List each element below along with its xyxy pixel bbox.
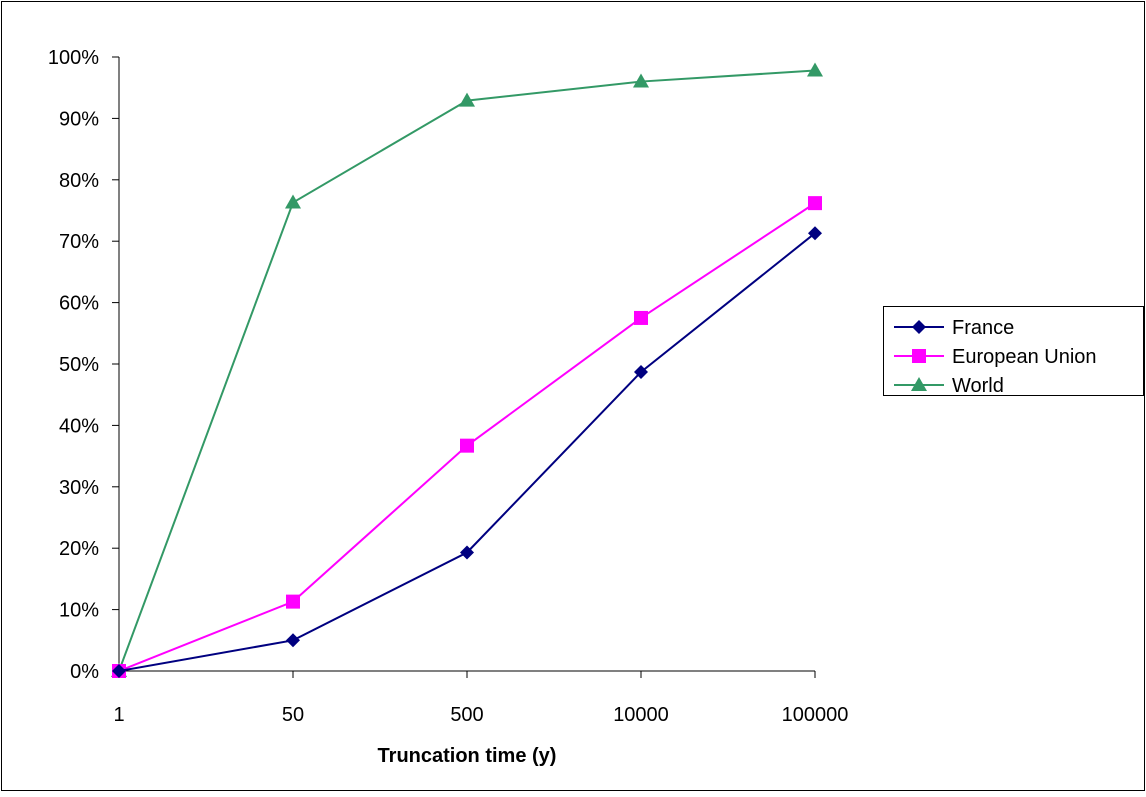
y-tick-label: 10% [59,600,99,622]
y-tick-label: 50% [59,354,99,376]
y-tick-label: 80% [59,170,99,192]
y-tick-label: 70% [59,231,99,253]
data-point-european-union [808,196,822,211]
x-tick-label: 500 [450,704,483,726]
x-tick-label: 100000 [782,704,849,726]
data-point-france [460,545,474,560]
x-axis-title: Truncation time (y) [378,745,557,767]
data-point-world [285,194,301,209]
data-point-france [634,364,648,379]
x-tick-label: 1 [113,704,124,726]
data-point-france [112,664,126,678]
data-point-european-union [634,310,648,325]
legend-marker-france [912,320,926,334]
data-point-world [807,62,823,77]
legend-marker-european-union [912,349,926,363]
y-tick-label: 40% [59,415,99,437]
y-tick-label: 90% [59,108,99,130]
y-tick-label: 100% [48,47,99,69]
legend-label-france: France [952,317,1014,339]
y-tick-label: 0% [70,661,99,683]
legend-box [883,306,1144,396]
data-point-france [286,633,300,648]
data-point-france [808,226,822,241]
y-tick-label: 60% [59,293,99,315]
data-point-european-union [460,438,474,453]
legend-label-world: World [952,375,1004,397]
legend-label-european-union: European Union [952,346,1097,368]
series-france [112,226,822,678]
x-tick-label: 50 [282,704,304,726]
legend-marker-world [911,377,927,391]
y-tick-label: 20% [59,538,99,560]
data-point-world [459,92,475,107]
data-point-world [633,73,649,88]
y-tick-label: 30% [59,477,99,499]
data-point-european-union [286,594,300,609]
x-tick-label: 10000 [613,704,669,726]
